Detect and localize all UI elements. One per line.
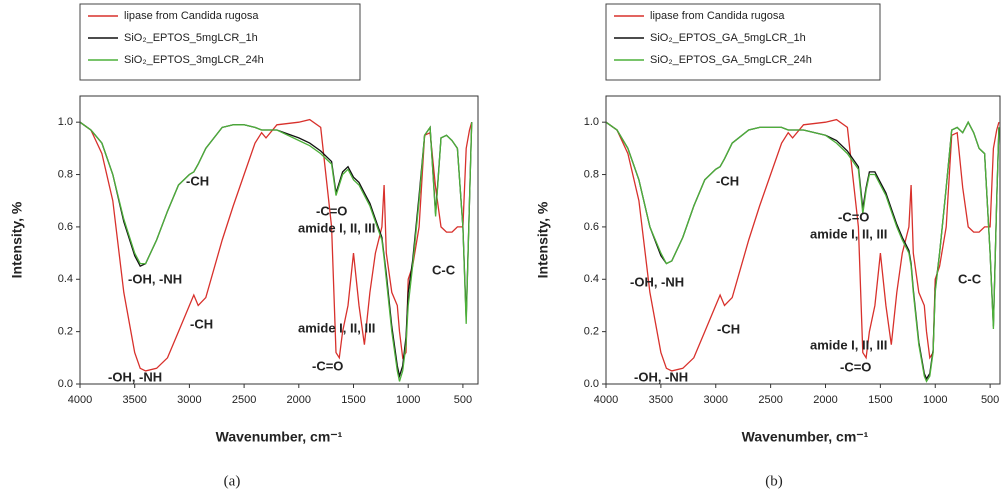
annotation: -C=O <box>838 209 869 224</box>
spectrum-line <box>606 120 1000 383</box>
legend-label: SiO₂_EPTOS_5mgLCR_1h <box>124 32 258 44</box>
caption: (a) <box>224 473 241 489</box>
x-tick-label: 2500 <box>232 394 256 406</box>
spectrum-line <box>80 121 473 379</box>
annotation: -CH <box>186 173 209 188</box>
y-axis-label: Intensity, % <box>9 201 25 278</box>
x-tick-label: 1000 <box>396 394 420 406</box>
chart-panel: 4000 3500 3000 2500 2000 1500 1000 500 0.0 0.2 0.4… <box>9 3 479 489</box>
y-tick-label: 1.0 <box>58 116 73 128</box>
annotation: -CH <box>717 321 740 336</box>
annotation: amide I, II, III <box>298 220 375 235</box>
x-axis-label: Wavenumber, cm⁻¹ <box>742 429 869 445</box>
y-tick-label: 0.0 <box>58 378 73 390</box>
spectrum-line <box>80 121 473 382</box>
annotation: -OH, -NH <box>108 369 162 384</box>
x-tick-label: 3500 <box>649 394 673 406</box>
x-tick-label: 1500 <box>341 394 365 406</box>
annotation: -OH, -NH <box>634 369 688 384</box>
y-tick-label: 1.0 <box>584 116 599 128</box>
x-tick-label: 1500 <box>868 394 892 406</box>
legend-label: lipase from Candida rugosa <box>124 10 259 22</box>
y-tick-label: 0.8 <box>58 168 73 180</box>
annotation: -C=O <box>312 358 343 373</box>
x-tick-label: 3000 <box>704 394 728 406</box>
legend-box <box>79 3 361 81</box>
legend-label: SiO₂_EPTOS_GA_5mgLCR_1h <box>650 32 806 44</box>
chart-panel: 4000 3500 3000 2500 2000 1500 1000 500 0.0 0.2 0.4… <box>535 3 1001 489</box>
annotation: -C=O <box>840 359 871 374</box>
x-tick-label: 500 <box>981 394 999 406</box>
y-tick-label: 0.2 <box>584 326 599 338</box>
plot-frame <box>605 95 1001 385</box>
annotation: -OH, -NH <box>128 271 182 286</box>
y-axis-label: Intensity, % <box>535 201 551 278</box>
plot-frame <box>79 95 479 385</box>
x-tick-label: 2500 <box>758 394 782 406</box>
annotation: -OH, -NH <box>630 274 684 289</box>
y-tick-label: 0.8 <box>584 168 599 180</box>
annotation: amide I, II, III <box>298 320 375 335</box>
annotation: C-C <box>432 262 456 277</box>
x-tick-label: 3500 <box>122 394 146 406</box>
y-tick-label: 0.6 <box>584 221 599 233</box>
x-tick-label: 4000 <box>594 394 618 406</box>
x-tick-label: 4000 <box>68 394 92 406</box>
caption: (b) <box>765 473 783 489</box>
spectrum-line <box>606 118 1000 372</box>
annotation: amide I, II, III <box>810 226 887 241</box>
x-tick-label: 1000 <box>923 394 947 406</box>
legend-box <box>605 3 881 81</box>
x-axis-label: Wavenumber, cm⁻¹ <box>216 429 343 445</box>
annotation: amide I, II, III <box>810 337 887 352</box>
y-tick-label: 0.2 <box>58 326 73 338</box>
legend-label: lipase from Candida rugosa <box>650 10 785 22</box>
x-tick-label: 2000 <box>813 394 837 406</box>
y-tick-label: 0.0 <box>584 378 599 390</box>
y-tick-label: 0.4 <box>58 273 73 285</box>
annotation: C-C <box>958 271 982 286</box>
x-tick-label: 500 <box>454 394 472 406</box>
x-tick-label: 3000 <box>177 394 201 406</box>
spectrum-line <box>80 118 473 372</box>
x-tick-label: 2000 <box>287 394 311 406</box>
y-tick-label: 0.4 <box>584 273 599 285</box>
annotation: -CH <box>190 316 213 331</box>
legend-label: SiO₂_EPTOS_GA_5mgLCR_24h <box>650 54 812 66</box>
legend-label: SiO₂_EPTOS_3mgLCR_24h <box>124 54 264 66</box>
annotation: -CH <box>716 173 739 188</box>
y-tick-label: 0.6 <box>58 221 73 233</box>
annotation: -C=O <box>316 203 347 218</box>
